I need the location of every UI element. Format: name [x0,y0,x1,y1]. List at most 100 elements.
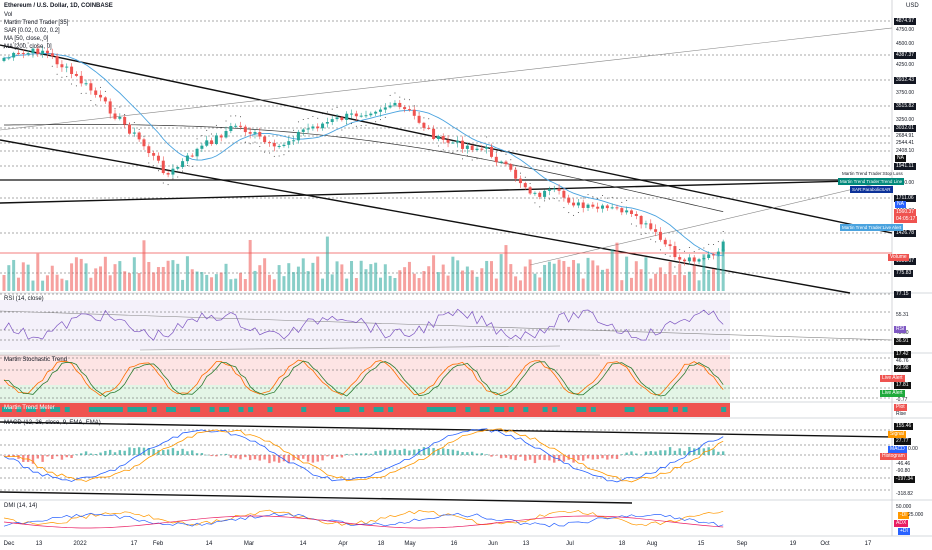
macd-level-7: -318.82 [896,491,913,497]
dmi-level-2: 25.000 [908,512,924,518]
price-label: 2544.41 [896,140,915,146]
time-label: 13 [35,541,43,547]
stoch-level-4: 17.81 [894,382,911,389]
price-label: 3250.00 [896,117,915,123]
ma50-legend[interactable]: MA [50, close, 0] [4,36,49,42]
dmi-badge-minus: -DI [898,512,909,519]
currency-label: USD [906,3,919,9]
price-label: 1081.07 [894,258,917,265]
time-label: 14 [299,541,307,547]
rsi-level-2: 45.00 [896,330,909,336]
time-label: Feb [152,541,164,547]
macd-signal-badge: Signal [888,431,906,438]
macd-title[interactable]: MACD (12, 26, close, 9, EMA, EMA) [4,420,101,426]
price-label: 3932.43 [894,77,917,84]
macd-level-1: 155.46 [894,423,914,430]
volume-bars [2,236,725,291]
price-label: 2684.91 [896,133,915,139]
rsi-line [3,308,724,341]
pane-separators [0,0,932,537]
psar-label: SAR:ParabolicSAR [850,186,893,193]
macd-level-2: 27.77 [894,438,911,445]
rsi-level-3: 36.91 [894,338,911,345]
price-label: 4250.00 [896,62,915,68]
channel-lines [0,27,893,356]
price-candles [2,44,725,266]
trend-meter-plot: Plot [894,404,907,411]
rsi-level-1: 55.31 [896,312,909,318]
na-badge: NA [895,155,906,162]
trend-meter-rise: Rise [896,411,907,417]
time-label: 14 [205,541,213,547]
stop-loss-label: Martin Trend Trader:Stop Loss [842,171,903,176]
ma200-line [4,124,724,212]
stoch-live-alert-1: Live Alert [880,375,905,382]
time-label: Oct [820,541,830,547]
macd-level-4: -46.46 [896,461,911,467]
macd-histogram-badge: Histogram [880,453,907,460]
trend-trader-legend[interactable]: Martin Trend Trader [35] [4,20,69,26]
ma200-legend[interactable]: MA [200, close, 0] [4,44,52,50]
trend-line-label: Martin Trend Trader:Trend Line [838,178,905,185]
sar-legend[interactable]: SAR [0.02, 0.02, 0.2] [4,28,60,34]
time-label: 18 [377,541,385,547]
price-label: 4750.00 [896,27,915,33]
price-label: 3032.01 [894,125,917,132]
stoch-level-1: 17.42 [894,351,911,358]
parabolic-sar [3,38,724,268]
dmi-level-1: 50.000 [896,504,912,510]
price-label: 1426.78 [894,230,917,237]
price-now: 1560.37 [894,209,917,216]
dmi-badge-plus: +DI [898,528,910,535]
time-label: 19 [789,541,797,547]
price-label: 775.83 [894,270,914,277]
time-label: 2022 [73,541,87,547]
price-label: 4874.97 [894,18,917,25]
dmi-lines [3,509,724,529]
price-label: 2408.10 [896,148,915,154]
stoch-level-3: 22.98 [894,365,911,372]
trend-meter-title[interactable]: Martin Trend Meter [4,405,55,411]
dmi-title[interactable]: DMI (14, 14) [4,503,38,509]
stoch-live-alert-2: Live Alert [880,390,905,397]
trend-lines [0,44,893,504]
time-label: 17 [864,541,872,547]
time-label: May [404,541,416,547]
time-label: Mar [243,541,255,547]
stoch-level-2: 46.76 [896,358,909,364]
live-alert-label: Martin Trend Trader:Live Alert [840,224,904,231]
macd-pane [2,428,725,483]
price-label: 1711.06 [894,195,916,202]
time-label: 18 [618,541,626,547]
time-label: Dec [3,541,15,547]
time-label: 17 [130,541,138,547]
time-label: Jun [488,541,498,547]
price-label: 3515.82 [894,103,917,110]
macd-level-3: 0.00 [908,446,918,452]
price-label: 1941.11 [894,163,916,170]
level-lines [0,20,892,491]
stoch-level-5: -0.77 [896,397,908,403]
time-label: Aug [646,541,658,547]
macd-badge: MACD [888,446,907,453]
price-label: 77.15 [894,291,911,298]
volume-badge: Volume [888,254,909,261]
time-label: 16 [450,541,458,547]
price-label: 4500.00 [896,41,915,47]
time-label: Apr [338,541,348,547]
time-label: 13 [522,541,530,547]
vol-legend[interactable]: Vol [4,12,13,18]
stoch-title[interactable]: Martin Stochastic Trend [4,357,68,363]
symbol-title[interactable]: Ethereum / U.S. Dollar, 1D, COINBASE [4,3,113,9]
time-label: 15 [697,541,705,547]
na-badge-2: NA [895,201,906,208]
rsi-badge: RSI [894,326,907,333]
price-label: 4387.37 [894,52,917,59]
price-label: 3750.00 [896,90,915,96]
time-label: Sep [736,541,748,547]
rsi-title[interactable]: RSI (14, close) [4,296,44,302]
time-label: Jul [566,541,574,547]
macd-level-6: -197.34 [894,476,915,483]
ma50-line [3,53,724,256]
